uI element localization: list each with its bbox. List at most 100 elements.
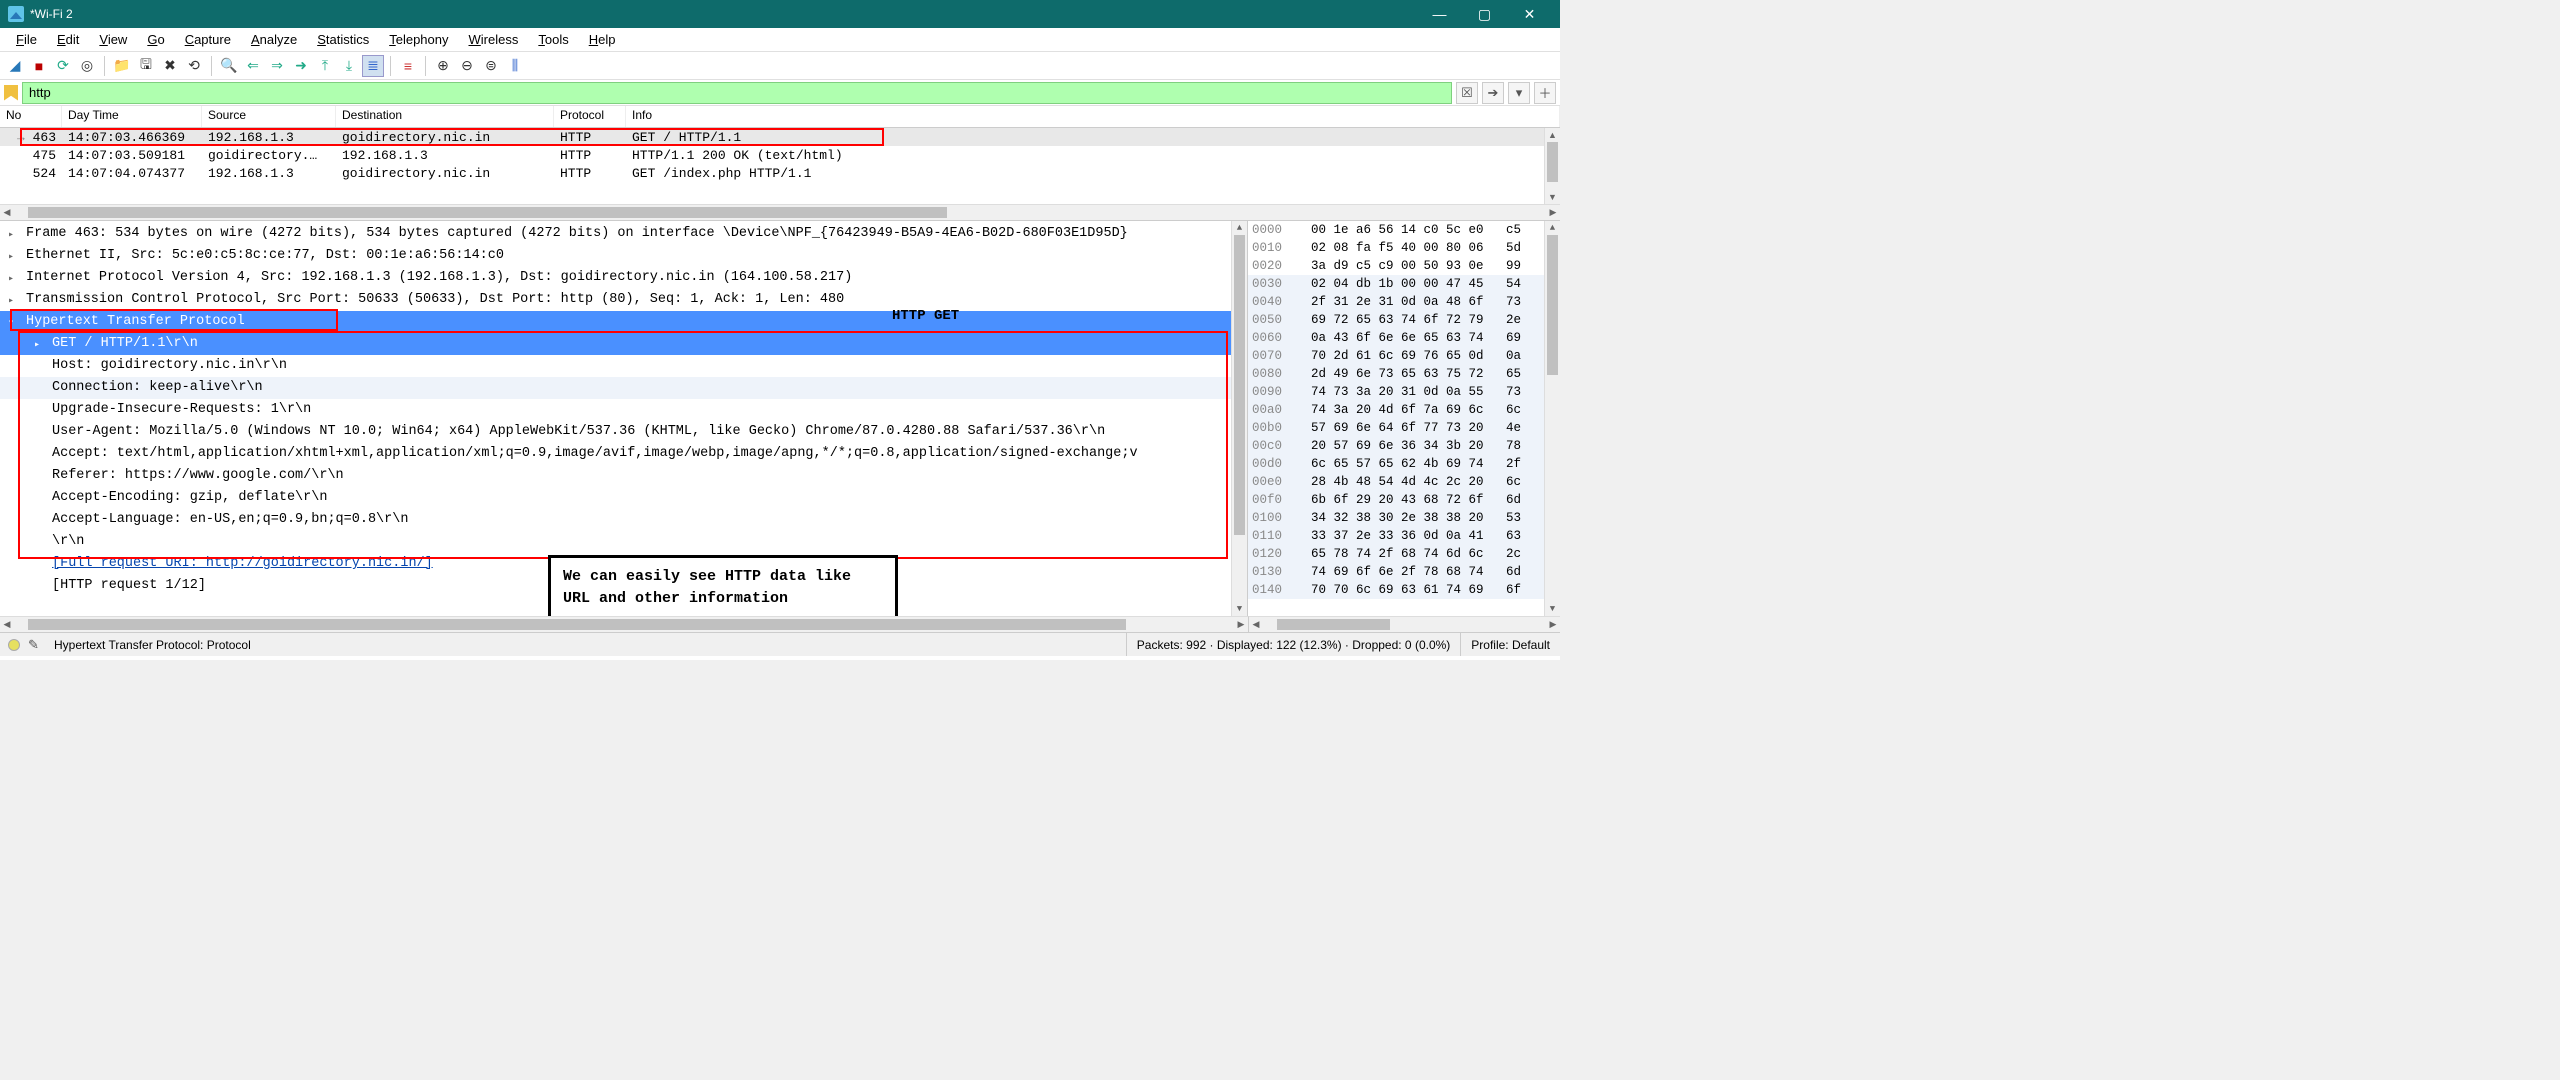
hex-line[interactable]: 0060 0a 43 6f 6e 6e 65 63 74 69 — [1248, 329, 1560, 347]
stop-capture-icon[interactable]: ■ — [28, 55, 50, 77]
scroll-thumb[interactable] — [1234, 235, 1245, 535]
scroll-track[interactable] — [14, 205, 1546, 220]
hex-line[interactable]: 0030 02 04 db 1b 00 00 47 45 54 — [1248, 275, 1560, 293]
hex-line[interactable]: 00f0 6b 6f 29 20 43 68 72 6f 6d — [1248, 491, 1560, 509]
menu-go[interactable]: Go — [137, 30, 174, 49]
status-profile[interactable]: Profile: Default — [1460, 633, 1560, 656]
expert-info-icon[interactable] — [8, 639, 20, 651]
http-referer[interactable]: Referer: https://www.google.com/\r\n — [0, 465, 1247, 487]
hex-line[interactable]: 0000 00 1e a6 56 14 c0 5c e0 c5 — [1248, 221, 1560, 239]
reload-icon[interactable]: ⟲ — [183, 55, 205, 77]
hex-line[interactable]: 0120 65 78 74 2f 68 74 6d 6c 2c — [1248, 545, 1560, 563]
menu-view[interactable]: View — [89, 30, 137, 49]
menu-edit[interactable]: Edit — [47, 30, 89, 49]
scroll-thumb[interactable] — [28, 619, 1126, 630]
go-last-icon[interactable]: ⤓ — [338, 55, 360, 77]
tree-http[interactable]: ▾Hypertext Transfer Protocol — [0, 311, 1247, 333]
zoom-out-icon[interactable]: ⊖ — [456, 55, 478, 77]
hex-line[interactable]: 0090 74 73 3a 20 31 0d 0a 55 73 — [1248, 383, 1560, 401]
collapse-icon[interactable]: ▾ — [8, 313, 20, 325]
column-protocol[interactable]: Protocol — [554, 106, 626, 127]
filter-history-icon[interactable]: ▾ — [1508, 82, 1530, 104]
scroll-thumb[interactable] — [1547, 235, 1558, 375]
hex-line[interactable]: 0070 70 2d 61 6c 69 76 65 0d 0a — [1248, 347, 1560, 365]
http-accept-language[interactable]: Accept-Language: en-US,en;q=0.9,bn;q=0.8… — [0, 509, 1247, 531]
hex-line[interactable]: 0100 34 32 38 30 2e 38 38 20 53 — [1248, 509, 1560, 527]
scroll-up-icon[interactable]: ▲ — [1232, 221, 1247, 235]
menu-capture[interactable]: Capture — [175, 30, 241, 49]
hex-scrollbar[interactable]: ▲ ▼ — [1544, 221, 1560, 616]
expand-icon[interactable]: ▸ — [8, 269, 20, 281]
menu-statistics[interactable]: Statistics — [307, 30, 379, 49]
close-button[interactable]: ✕ — [1507, 0, 1552, 28]
hex-line[interactable]: 0040 2f 31 2e 31 0d 0a 48 6f 73 — [1248, 293, 1560, 311]
maximize-button[interactable]: ▢ — [1462, 0, 1507, 28]
details-scrollbar[interactable]: ▲ ▼ — [1231, 221, 1247, 616]
tree-frame[interactable]: ▸Frame 463: 534 bytes on wire (4272 bits… — [0, 223, 1247, 245]
hex-line[interactable]: 00a0 74 3a 20 4d 6f 7a 69 6c 6c — [1248, 401, 1560, 419]
http-upgrade[interactable]: Upgrade-Insecure-Requests: 1\r\n — [0, 399, 1247, 421]
menu-tools[interactable]: Tools — [528, 30, 578, 49]
zoom-reset-icon[interactable]: ⊜ — [480, 55, 502, 77]
add-filter-button[interactable]: ＋ — [1534, 82, 1556, 104]
menu-help[interactable]: Help — [579, 30, 626, 49]
expand-icon[interactable]: ▸ — [8, 225, 20, 237]
column-time[interactable]: Day Time — [62, 106, 202, 127]
start-capture-icon[interactable]: ◢ — [4, 55, 26, 77]
hex-line[interactable]: 0080 2d 49 6e 73 65 63 75 72 65 — [1248, 365, 1560, 383]
menu-analyze[interactable]: Analyze — [241, 30, 307, 49]
hex-line[interactable]: 0110 33 37 2e 33 36 0d 0a 41 63 — [1248, 527, 1560, 545]
scroll-left-icon[interactable]: ◀ — [1249, 619, 1263, 630]
resize-columns-icon[interactable]: ⫼ — [504, 55, 526, 77]
go-to-packet-icon[interactable]: ➜ — [290, 55, 312, 77]
details-hscroll[interactable]: ◀ ▶ — [0, 616, 1248, 632]
expand-icon[interactable]: ▸ — [8, 291, 20, 303]
hex-line[interactable]: 00d0 6c 65 57 65 62 4b 69 74 2f — [1248, 455, 1560, 473]
open-file-icon[interactable]: 📁 — [111, 55, 133, 77]
hex-hscroll[interactable]: ◀ ▶ — [1248, 616, 1560, 632]
scroll-thumb[interactable] — [1277, 619, 1390, 630]
bookmark-icon[interactable] — [4, 85, 18, 101]
go-first-icon[interactable]: ⤒ — [314, 55, 336, 77]
hex-line[interactable]: 0020 3a d9 c5 c9 00 50 93 0e 99 — [1248, 257, 1560, 275]
go-back-icon[interactable]: ⇐ — [242, 55, 264, 77]
packet-row[interactable]: 52414:07:04.074377192.168.1.3goidirector… — [0, 164, 1560, 182]
tree-ethernet[interactable]: ▸Ethernet II, Src: 5c:e0:c5:8c:ce:77, Ds… — [0, 245, 1247, 267]
column-no[interactable]: No — [0, 106, 62, 127]
column-destination[interactable]: Destination — [336, 106, 554, 127]
scroll-right-icon[interactable]: ▶ — [1546, 619, 1560, 630]
save-file-icon[interactable]: 🖫 — [135, 55, 157, 77]
scroll-thumb[interactable] — [1547, 142, 1558, 182]
colorize-icon[interactable]: ≡ — [397, 55, 419, 77]
expand-icon[interactable]: ▸ — [34, 335, 46, 347]
hex-line[interactable]: 00c0 20 57 69 6e 36 34 3b 20 78 — [1248, 437, 1560, 455]
scroll-track[interactable] — [14, 617, 1234, 632]
display-filter-input[interactable] — [22, 82, 1452, 104]
scroll-thumb[interactable] — [28, 207, 947, 218]
menu-wireless[interactable]: Wireless — [459, 30, 529, 49]
column-source[interactable]: Source — [202, 106, 336, 127]
tree-tcp[interactable]: ▸Transmission Control Protocol, Src Port… — [0, 289, 1247, 311]
http-fulluri-link[interactable]: [Full request URI: http://goidirectory.n… — [52, 556, 433, 571]
http-accept-encoding[interactable]: Accept-Encoding: gzip, deflate\r\n — [0, 487, 1247, 509]
auto-scroll-icon[interactable]: ≣ — [362, 55, 384, 77]
capture-options-icon[interactable]: ◎ — [76, 55, 98, 77]
go-forward-icon[interactable]: ⇒ — [266, 55, 288, 77]
hex-line[interactable]: 00b0 57 69 6e 64 6f 77 73 20 4e — [1248, 419, 1560, 437]
find-packet-icon[interactable]: 🔍 — [218, 55, 240, 77]
packet-row[interactable]: → 46314:07:03.466369192.168.1.3goidirect… — [0, 128, 1560, 146]
http-crlf[interactable]: \r\n — [0, 531, 1247, 553]
http-get-line[interactable]: ▸GET / HTTP/1.1\r\n — [0, 333, 1247, 355]
scroll-left-icon[interactable]: ◀ — [0, 619, 14, 630]
scroll-up-icon[interactable]: ▲ — [1545, 221, 1560, 235]
hex-line[interactable]: 0010 02 08 fa f5 40 00 80 06 5d — [1248, 239, 1560, 257]
scroll-down-icon[interactable]: ▼ — [1545, 602, 1560, 616]
hex-line[interactable]: 0050 69 72 65 63 74 6f 72 79 2e — [1248, 311, 1560, 329]
scrollbar-vertical[interactable]: ▲ ▼ — [1544, 128, 1560, 204]
scroll-right-icon[interactable]: ▶ — [1546, 207, 1560, 218]
scroll-track[interactable] — [1263, 617, 1546, 632]
zoom-in-icon[interactable]: ⊕ — [432, 55, 454, 77]
hex-line[interactable]: 0130 74 69 6f 6e 2f 78 68 74 6d — [1248, 563, 1560, 581]
http-host[interactable]: Host: goidirectory.nic.in\r\n — [0, 355, 1247, 377]
scroll-up-icon[interactable]: ▲ — [1545, 128, 1560, 142]
